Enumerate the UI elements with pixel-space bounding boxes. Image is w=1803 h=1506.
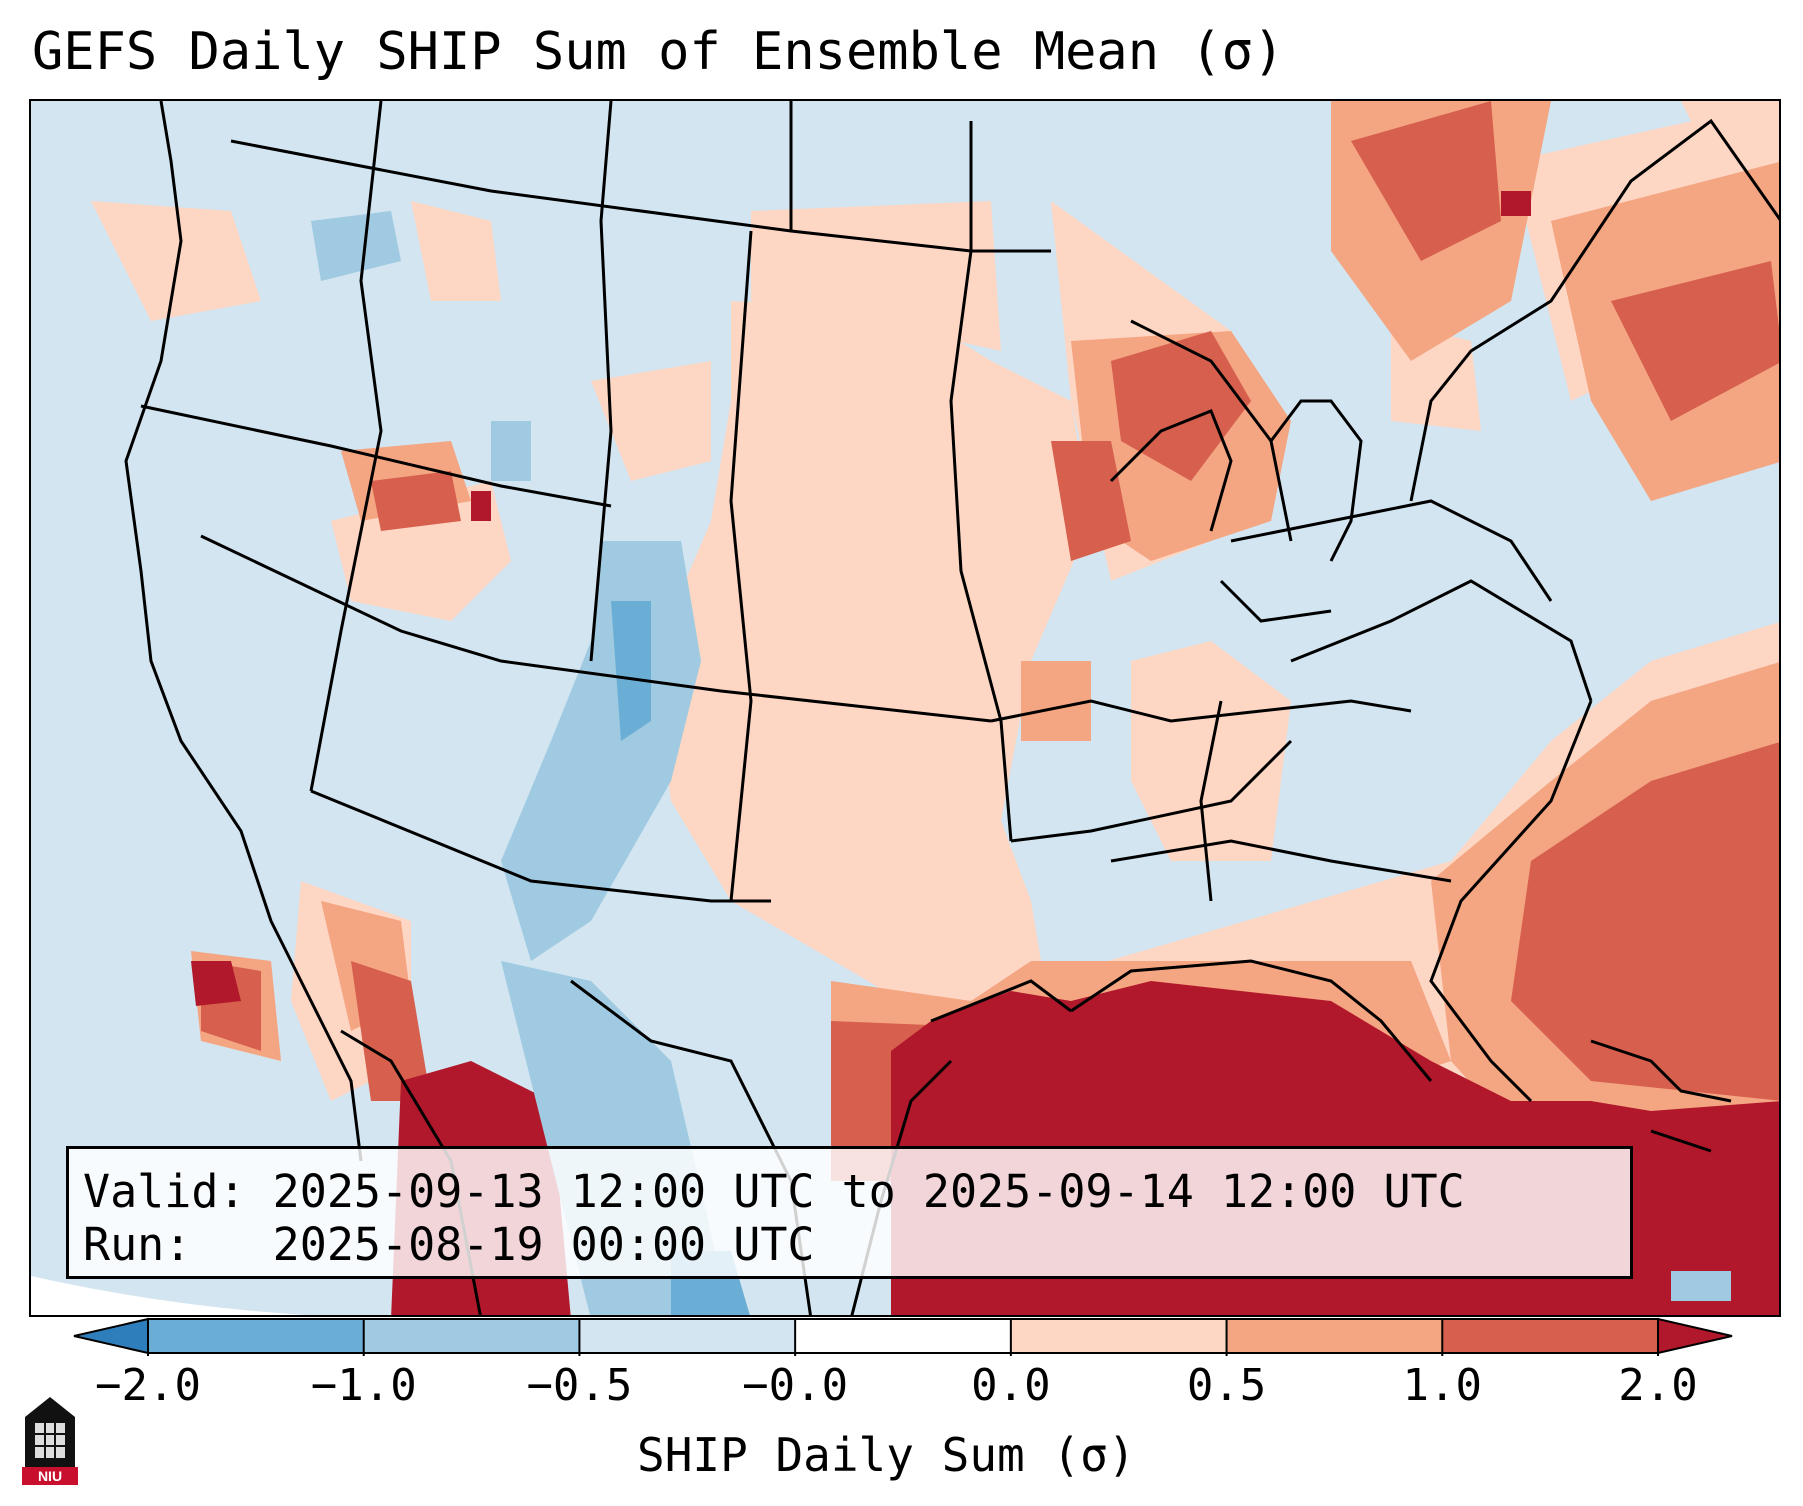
colorbar-segment (363, 1319, 580, 1353)
colorbar-segment (795, 1319, 1012, 1353)
colorbar-tick-label: 2.0 (1618, 1360, 1698, 1411)
boundary-lines (124, 101, 1779, 1315)
valid-value: 2025-09-13 12:00 UTC to 2025-09-14 12:00… (272, 1165, 1465, 1218)
colorbar-tick-label: −0.0 (742, 1360, 849, 1411)
colorbar-tick-label: 0.0 (971, 1360, 1051, 1411)
colorbar-segment (579, 1319, 796, 1353)
colorbar-tick-label: −2.0 (95, 1360, 201, 1411)
niu-logo: NIU (22, 1397, 78, 1485)
valid-label: Valid: (83, 1165, 246, 1218)
valid-run-info: Valid: 2025-09-13 12:00 UTC to 2025-09-1… (66, 1146, 1633, 1279)
colorbar (73, 1317, 1733, 1356)
colorbar-tick-label: −0.5 (526, 1360, 633, 1411)
ship-field-map (31, 101, 1779, 1315)
colorbar-segment (1226, 1319, 1443, 1353)
colorbar-low-extend (73, 1317, 149, 1355)
domain-edge (31, 1276, 305, 1315)
run-label: Run: (83, 1218, 192, 1271)
colorbar-segment (1442, 1319, 1659, 1353)
colorbar-tick-label: 0.5 (1186, 1360, 1267, 1411)
colorbar-segment (1010, 1319, 1228, 1353)
logo-text: NIU (38, 1468, 62, 1484)
colorbar-label: SHIP Daily Sum (σ) (637, 1428, 1136, 1482)
map-title: GEFS Daily SHIP Sum of Ensemble Mean (σ) (32, 22, 1285, 82)
caribbean-islands (1590, 1039, 1732, 1153)
map-panel (29, 99, 1781, 1317)
colorbar-outline (147, 1318, 1659, 1354)
colorbar-tick-label: −1.0 (310, 1360, 417, 1411)
colorbar-segment (148, 1319, 365, 1353)
colorbar-tick-label: 1.0 (1402, 1360, 1483, 1411)
run-value: 2025-08-19 00:00 UTC (272, 1218, 815, 1271)
colorbar-high-extend (1657, 1317, 1733, 1355)
